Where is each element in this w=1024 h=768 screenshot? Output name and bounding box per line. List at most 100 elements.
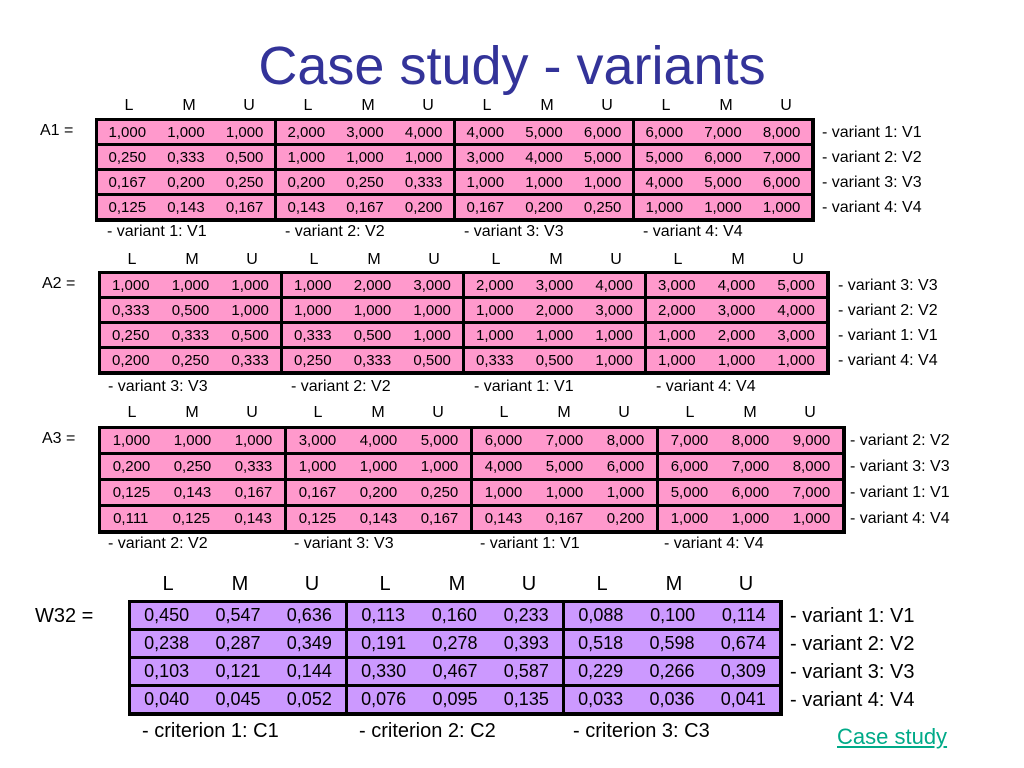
cell-value: 3,000: [346, 123, 384, 141]
cell-value: 1,000: [595, 351, 633, 369]
column-label: - variant 2: V2: [285, 223, 385, 240]
column-label: - criterion 3: C3: [573, 720, 710, 742]
matrix-cell: 0,333 0,500 1,000: [283, 324, 462, 346]
cell-value: 0,200: [404, 198, 443, 216]
lmu-header: M: [185, 404, 199, 421]
cell-value: 0,250: [108, 148, 147, 166]
cell-value: 3,000: [413, 276, 451, 294]
matrix-cell: 4,000 5,000 6,000: [635, 171, 811, 193]
cell-value: 0,167: [298, 484, 337, 501]
cell-value: 1,000: [167, 123, 205, 141]
cell-value: 0,045: [215, 689, 261, 709]
cell-value: 0,167: [346, 198, 384, 216]
cell-value: 5,000: [704, 173, 742, 191]
cell-value: 1,000: [484, 484, 523, 501]
cell-value: 1,000: [704, 198, 742, 216]
cell-value: 0,450: [144, 605, 190, 625]
cell-value: 1,000: [792, 510, 831, 527]
cell-value: 1,000: [287, 148, 326, 166]
cell-value: 9,000: [792, 432, 831, 449]
lmu-header: U: [804, 404, 816, 421]
cell-value: 0,100: [650, 605, 696, 625]
matrix-cell: 0,033 0,036 0,041: [565, 687, 779, 712]
matrix-cell: 2,000 3,000 4,000: [647, 299, 826, 321]
cell-value: 5,000: [583, 148, 622, 166]
column-label: - variant 1: V1: [474, 378, 574, 395]
column-label: - variant 3: V3: [464, 223, 564, 240]
cell-value: 6,000: [484, 432, 523, 449]
row-label: - variant 4: V4: [838, 351, 938, 369]
column-label: - criterion 2: C2: [359, 720, 496, 742]
row-label: - variant 1: V1: [838, 326, 938, 344]
matrix-cell: 0,111 0,125 0,143: [101, 507, 284, 530]
lmu-header: M: [448, 573, 466, 595]
lmu-header: L: [661, 97, 671, 114]
cell-value: 1,000: [298, 458, 337, 475]
matrix-cell: 1,000 1,000 1,000: [98, 121, 274, 143]
row-label: - variant 3: V3: [838, 276, 938, 294]
cell-value: 6,000: [645, 123, 684, 141]
lmu-header: U: [246, 251, 258, 268]
cell-value: 0,333: [404, 173, 443, 191]
matrix-cell: 0,250 0,333 0,500: [101, 324, 280, 346]
cell-value: 6,000: [606, 458, 645, 475]
cell-value: 0,333: [171, 326, 210, 344]
cell-value: 1,000: [670, 510, 709, 527]
cell-value: 0,278: [432, 633, 478, 653]
matrix-cell: 0,167 0,200 0,250: [287, 481, 470, 504]
cell-value: 1,000: [525, 173, 563, 191]
lmu-header: U: [246, 404, 258, 421]
case-study-link[interactable]: Case study: [837, 724, 948, 749]
lmu-header: M: [540, 97, 554, 114]
row-label: - variant 1: V1: [790, 605, 915, 627]
cell-value: 1,000: [476, 326, 514, 344]
cell-value: 2,000: [476, 276, 514, 294]
cell-value: 2,000: [535, 301, 574, 319]
cell-value: 0,160: [431, 605, 477, 625]
cell-value: 0,598: [649, 633, 695, 653]
matrix-cell: 0,040 0,045 0,052: [131, 687, 345, 712]
cell-value: 1,000: [535, 326, 574, 344]
matrix-cell: 3,000 4,000 5,000: [287, 429, 470, 452]
cell-value: 1,000: [420, 458, 459, 475]
cell-value: 1,000: [717, 351, 756, 369]
cell-value: 1,000: [346, 148, 384, 166]
cell-value: 1,000: [353, 301, 392, 319]
cell-value: 1,000: [231, 301, 269, 319]
cell-value: 0,333: [231, 351, 269, 369]
cell-value: 4,000: [717, 276, 756, 294]
matrix-cell: 0,200 0,250 0,333: [277, 171, 453, 193]
row-label: - variant 1: V1: [822, 123, 922, 141]
matrix-name: A2 =: [42, 275, 76, 292]
matrix-cell: 0,143 0,167 0,200: [277, 196, 453, 218]
cell-value: 0,200: [287, 173, 326, 191]
cell-value: 1,000: [404, 148, 443, 166]
lmu-header: L: [685, 404, 695, 421]
lmu-header: M: [182, 97, 196, 114]
cell-value: 6,000: [731, 484, 770, 501]
cell-value: 0,500: [171, 301, 210, 319]
lmu-header: L: [162, 573, 174, 595]
lmu-header: U: [601, 97, 613, 114]
cell-value: 8,000: [606, 432, 645, 449]
cell-value: 0,041: [720, 689, 766, 709]
cell-value: 1,000: [777, 351, 815, 369]
cell-value: 4,000: [777, 301, 815, 319]
matrix-cell: 0,076 0,095 0,135: [348, 687, 562, 712]
matrix-name: W32 =: [35, 605, 94, 627]
cell-value: 0,330: [361, 661, 407, 681]
matrix-cell: 1,000 1,000 1,000: [277, 146, 453, 168]
cell-value: 1,000: [108, 123, 147, 141]
cell-value: 7,000: [670, 432, 709, 449]
cell-value: 8,000: [792, 458, 831, 475]
cell-value: 5,000: [670, 484, 709, 501]
row-label: - variant 3: V3: [822, 173, 922, 191]
cell-value: 0,167: [420, 510, 459, 527]
cell-value: 0,200: [112, 458, 151, 475]
cell-value: 0,333: [476, 351, 514, 369]
cell-value: 0,287: [215, 633, 261, 653]
cell-value: 6,000: [762, 173, 801, 191]
cell-value: 0,333: [353, 351, 392, 369]
cell-value: 0,500: [535, 351, 574, 369]
matrix-cell: 1,000 1,000 1,000: [473, 481, 656, 504]
